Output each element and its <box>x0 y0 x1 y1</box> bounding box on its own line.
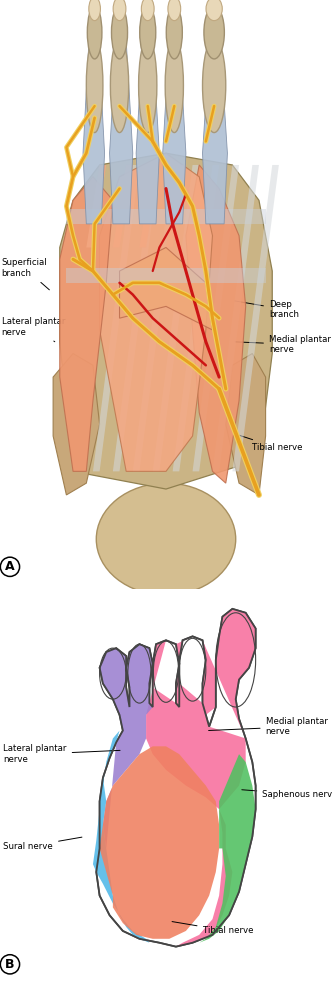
Polygon shape <box>53 354 100 495</box>
Text: Lateral plantar
nerve: Lateral plantar nerve <box>3 744 120 764</box>
Ellipse shape <box>168 0 181 21</box>
Polygon shape <box>100 153 212 471</box>
Polygon shape <box>139 165 159 247</box>
Polygon shape <box>100 746 219 939</box>
Polygon shape <box>110 12 133 224</box>
Polygon shape <box>146 609 256 947</box>
Ellipse shape <box>113 0 126 21</box>
Polygon shape <box>83 12 105 224</box>
Polygon shape <box>133 165 179 471</box>
Text: Tibial nerve: Tibial nerve <box>235 434 303 453</box>
Ellipse shape <box>89 0 100 21</box>
Polygon shape <box>226 354 266 495</box>
Polygon shape <box>136 12 159 224</box>
Ellipse shape <box>203 38 226 133</box>
Polygon shape <box>163 12 186 224</box>
Ellipse shape <box>96 483 236 595</box>
Ellipse shape <box>139 38 157 133</box>
Polygon shape <box>193 165 239 471</box>
Polygon shape <box>93 165 139 471</box>
Polygon shape <box>203 12 227 224</box>
Ellipse shape <box>141 0 154 21</box>
Polygon shape <box>186 165 246 483</box>
Polygon shape <box>100 644 153 848</box>
Ellipse shape <box>140 6 156 59</box>
Polygon shape <box>66 209 266 224</box>
Text: Sural nerve: Sural nerve <box>3 837 82 851</box>
Ellipse shape <box>204 6 224 59</box>
Text: Medial plantar
nerve: Medial plantar nerve <box>208 717 327 736</box>
Polygon shape <box>232 165 279 471</box>
Text: Deep
branch: Deep branch <box>235 300 299 319</box>
Polygon shape <box>96 778 149 943</box>
Text: Superficial
branch: Superficial branch <box>2 258 49 290</box>
Polygon shape <box>113 165 133 247</box>
Text: A: A <box>5 561 15 573</box>
Polygon shape <box>120 247 212 330</box>
Polygon shape <box>60 153 272 489</box>
Text: Saphenous nerve: Saphenous nerve <box>242 790 332 798</box>
Polygon shape <box>153 165 199 471</box>
Ellipse shape <box>206 0 222 21</box>
Text: Lateral plantar
nerve: Lateral plantar nerve <box>2 317 65 342</box>
Polygon shape <box>96 609 256 947</box>
Polygon shape <box>173 165 219 471</box>
Ellipse shape <box>86 38 103 133</box>
Polygon shape <box>66 268 266 283</box>
Ellipse shape <box>110 38 129 133</box>
Text: Tibial nerve: Tibial nerve <box>172 921 253 936</box>
Ellipse shape <box>166 6 182 59</box>
Ellipse shape <box>87 6 102 59</box>
Text: B: B <box>5 957 15 971</box>
Polygon shape <box>60 177 113 471</box>
Polygon shape <box>86 165 106 247</box>
Polygon shape <box>113 165 159 471</box>
Polygon shape <box>212 165 259 471</box>
Polygon shape <box>166 165 186 247</box>
Polygon shape <box>199 754 256 943</box>
Polygon shape <box>93 731 120 872</box>
Ellipse shape <box>165 38 184 133</box>
Ellipse shape <box>112 6 127 59</box>
Text: Medial plantar
nerve: Medial plantar nerve <box>235 335 331 355</box>
